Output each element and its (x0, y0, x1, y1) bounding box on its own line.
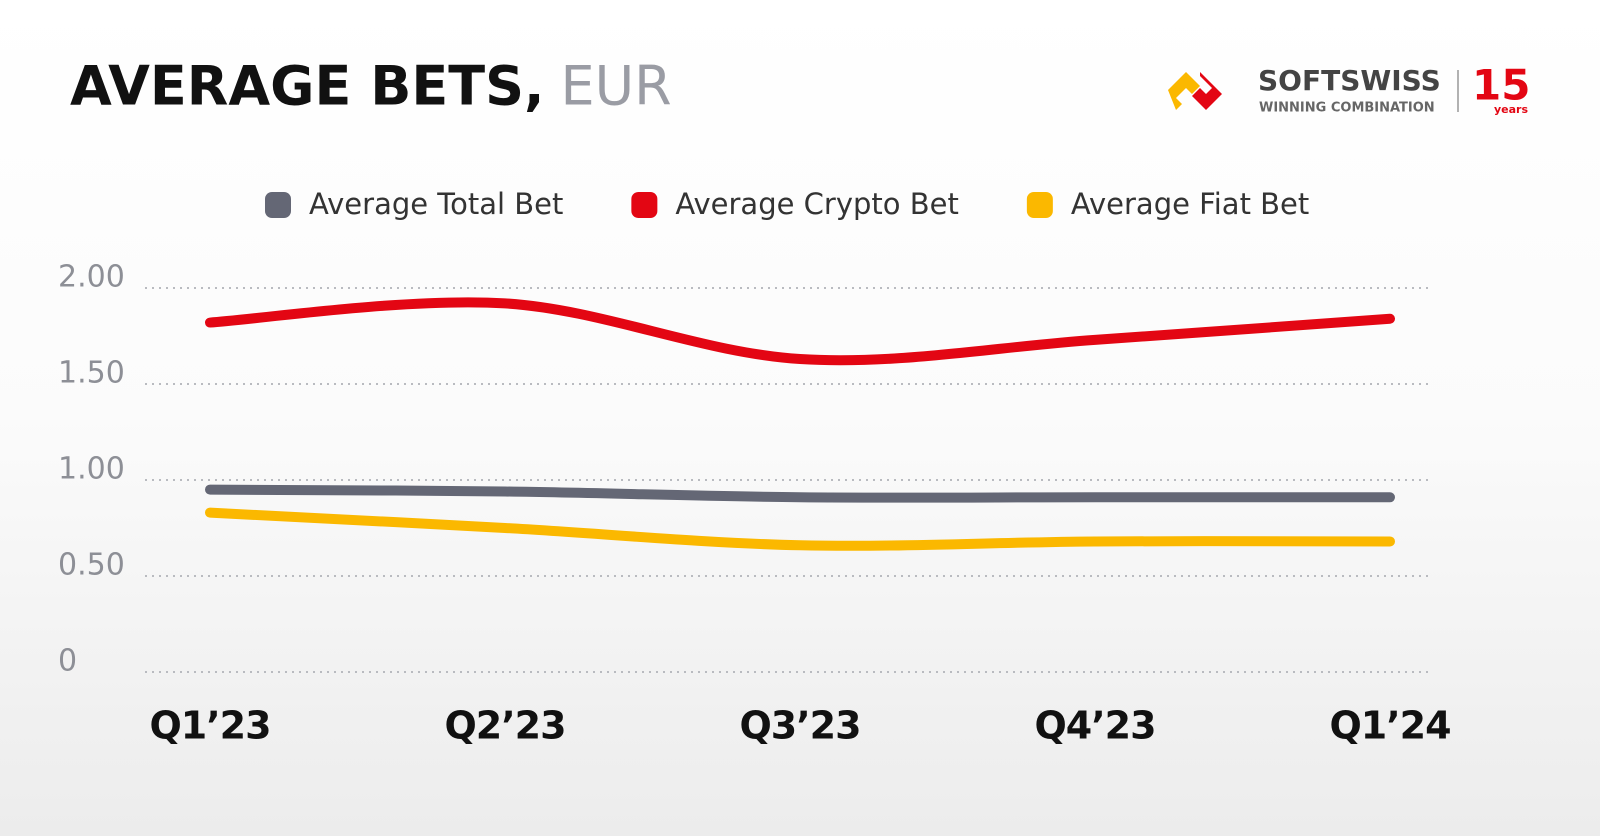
anniversary-unit: years (1494, 103, 1528, 116)
x-tick-label: Q2’23 (444, 704, 565, 748)
legend-marker (631, 192, 658, 218)
legend-marker (1026, 192, 1053, 218)
x-tick-label: Q1’24 (1329, 704, 1450, 748)
brand-tagline: WINNING COMBINATION (1259, 101, 1435, 116)
legend-label: Average Crypto Bet (675, 187, 959, 221)
series-line (205, 297, 1395, 366)
y-tick-label: 1.00 (58, 452, 125, 487)
x-tick-label: Q1’23 (149, 704, 270, 748)
series-line (205, 507, 1395, 551)
legend-marker (265, 192, 291, 218)
logo-mark (1192, 72, 1222, 110)
logo: SOFTSWISS WINNING COMBINATION 15 years (1168, 61, 1530, 116)
y-tick-label: 0.50 (58, 548, 125, 583)
x-tick-label: Q4’23 (1034, 704, 1155, 748)
y-tick-label: 1.50 (58, 356, 125, 391)
legend-label: Average Fiat Bet (1071, 187, 1309, 221)
chart-title: AVERAGE BETS, (70, 55, 544, 118)
y-tick-label: 2.00 (58, 260, 125, 295)
x-tick-label: Q3’23 (739, 704, 860, 748)
chart-unit: EUR (560, 55, 671, 118)
series-line (205, 484, 1395, 503)
logo-mark (1168, 72, 1200, 110)
anniversary: 15 (1472, 61, 1530, 110)
y-tick-label: 0 (58, 644, 77, 679)
brand-name: SOFTSWISS (1258, 64, 1441, 97)
legend-label: Average Total Bet (309, 187, 563, 221)
